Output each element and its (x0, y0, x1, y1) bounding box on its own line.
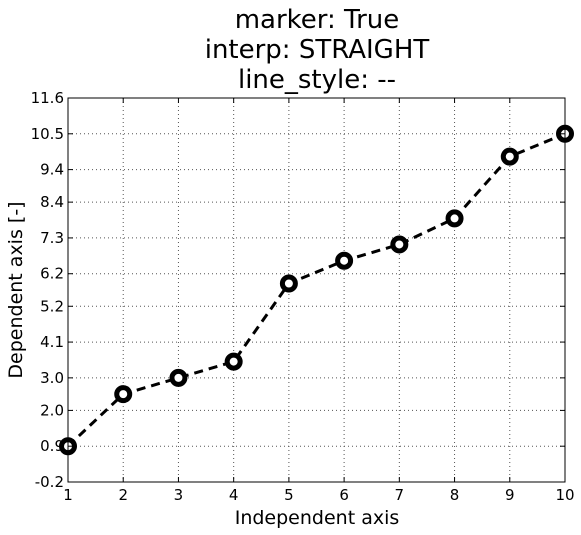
x-tick-label: 7 (395, 486, 405, 504)
data-point (279, 274, 298, 293)
y-tick-label: 0.9 (40, 437, 64, 455)
y-tick-label: 9.4 (40, 161, 64, 179)
title-line-2: interp: STRAIGHT (205, 35, 430, 65)
y-tick-label: 11.6 (31, 89, 64, 107)
x-tick-label: 2 (118, 486, 128, 504)
data-point (169, 368, 188, 387)
x-axis-label: Independent axis (235, 507, 400, 529)
y-tick-label: 7.3 (40, 229, 64, 247)
plot-frame (67, 97, 566, 483)
series-line (66, 132, 566, 448)
y-tick-label: 6.2 (40, 265, 64, 283)
title-line-3: line_style: -- (238, 65, 396, 95)
x-tick-label: 10 (555, 486, 574, 504)
grid (68, 98, 565, 482)
y-tick-label: 5.2 (40, 297, 64, 315)
y-tick-label: 3.0 (40, 369, 64, 387)
x-tick-label: 1 (63, 486, 73, 504)
data-point (445, 209, 464, 228)
x-tick-label: 4 (229, 486, 239, 504)
y-tick-label: -0.2 (35, 473, 64, 491)
data-point (114, 385, 133, 404)
y-tick-label: 2.0 (40, 401, 64, 419)
y-tick-label: 4.1 (40, 333, 64, 351)
series (59, 124, 574, 456)
y-axis-label: Dependent axis [-] (5, 201, 27, 378)
data-point (390, 235, 409, 254)
x-tick-label: 9 (505, 486, 515, 504)
x-tick-label: 8 (450, 486, 460, 504)
y-tick-label: 10.5 (31, 125, 64, 143)
data-point (500, 147, 519, 166)
data-point (335, 251, 354, 270)
data-point (224, 352, 243, 371)
ticks: 1 2 3 4 5 6 7 8 9 10 -0.2 0.9 2.0 3.0 4.1 5.2 6.2 7.3 8.4 9… (31, 89, 575, 504)
chart-title: marker: True interp: STRAIGHT line_style… (205, 5, 430, 95)
y-tick-label: 8.4 (40, 193, 64, 211)
title-line-1: marker: True (235, 5, 400, 35)
x-tick-label: 6 (339, 486, 349, 504)
x-tick-label: 3 (174, 486, 184, 504)
x-tick-label: 5 (284, 486, 294, 504)
